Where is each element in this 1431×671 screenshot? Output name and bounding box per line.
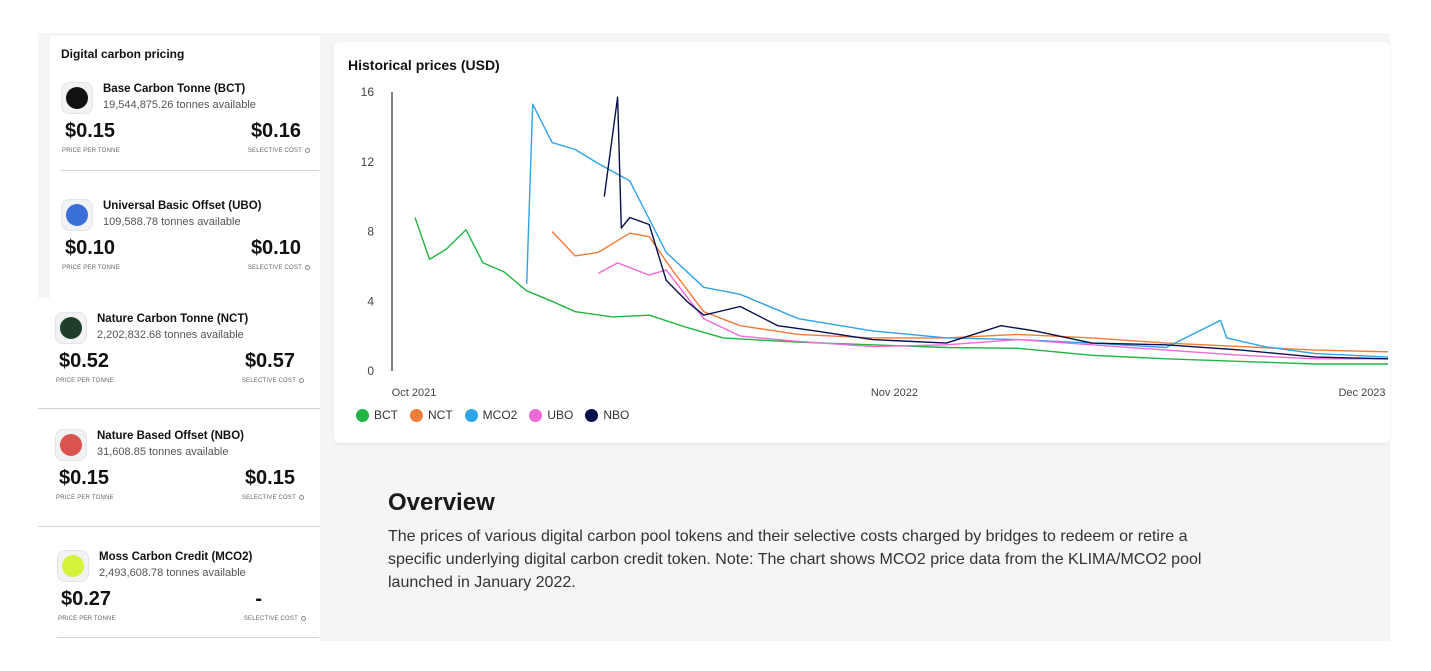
ubo-logo-icon	[61, 199, 93, 231]
info-icon[interactable]	[305, 148, 310, 153]
series-line-nbo[interactable]	[603, 96, 1389, 360]
token-name: Base Carbon Tonne (BCT)	[103, 83, 246, 95]
series-line-mco2[interactable]	[526, 103, 1389, 358]
legend-item-mco2[interactable]: MCO2	[464, 408, 518, 422]
y-tick-label: 4	[367, 294, 374, 308]
token-available: 2,202,832.68 tonnes available	[97, 329, 244, 341]
token-name: Nature Based Offset (NBO)	[97, 430, 244, 442]
legend-label: NCT	[428, 408, 453, 422]
legend-item-nbo[interactable]: NBO	[585, 408, 629, 422]
mco2-logo-icon	[57, 550, 89, 582]
legend-label: UBO	[547, 408, 574, 422]
price-per-tonne-label: PRICE PER TONNE	[62, 265, 120, 271]
series-line-ubo[interactable]	[597, 262, 1388, 360]
price-per-tonne-label: PRICE PER TONNE	[58, 616, 116, 622]
price-per-tonne-label: PRICE PER TONNE	[56, 495, 114, 501]
legend-swatch	[585, 408, 599, 422]
selective-cost: $0.10	[250, 237, 301, 259]
price-per-tonne-label: PRICE PER TONNE	[56, 378, 114, 384]
legend-label: NBO	[603, 408, 630, 422]
chart-title: Historical prices (USD)	[348, 57, 500, 73]
token-available: 2,493,608.78 tonnes available	[99, 567, 246, 579]
price-per-tonne: $0.52	[59, 350, 110, 372]
legend-item-nct[interactable]: NCT	[410, 408, 453, 422]
y-tick-label: 8	[367, 225, 374, 239]
token-name: Nature Carbon Tonne (NCT)	[97, 313, 249, 325]
selective-cost: $0.57	[244, 350, 295, 372]
bct-logo-icon	[61, 82, 93, 114]
info-icon[interactable]	[301, 616, 306, 621]
selective-cost-label: SELECTIVE COST	[248, 265, 310, 271]
selective-cost-label: SELECTIVE COST	[248, 148, 310, 154]
x-tick-label: Nov 2022	[871, 387, 918, 399]
x-tick-label: Dec 2023	[1338, 387, 1385, 399]
selective-cost: -	[255, 588, 262, 610]
legend-label: BCT	[374, 408, 398, 422]
legend-swatch	[356, 408, 369, 422]
price-per-tonne: $0.15	[59, 467, 110, 489]
selective-cost-label: SELECTIVE COST	[242, 495, 304, 501]
chart-legend: BCT NCT MCO2 UBO NBO	[356, 408, 629, 422]
divider	[38, 526, 320, 527]
selective-cost: $0.15	[244, 467, 295, 489]
price-per-tonne-label: PRICE PER TONNE	[62, 148, 120, 154]
legend-label: MCO2	[482, 408, 518, 422]
price-per-tonne: $0.15	[65, 120, 116, 142]
token-available: 31,608.85 tonnes available	[97, 446, 229, 458]
overview-title: Overview	[388, 489, 495, 516]
legend-item-ubo[interactable]: UBO	[529, 408, 573, 422]
divider	[38, 408, 320, 409]
overview-text: The prices of various digital carbon poo…	[388, 528, 1202, 591]
series-line-nct[interactable]	[551, 231, 1389, 353]
token-available: 109,588.78 tonnes available	[103, 216, 241, 228]
info-icon[interactable]	[299, 378, 304, 383]
selective-cost-label: SELECTIVE COST	[244, 616, 306, 622]
legend-swatch	[529, 408, 543, 422]
legend-swatch	[410, 408, 423, 422]
info-icon[interactable]	[299, 495, 304, 500]
series-line-bct[interactable]	[414, 217, 1388, 365]
pricing-card-bottom	[38, 298, 320, 641]
sidebar-title: Digital carbon pricing	[61, 47, 185, 61]
token-available: 19,544,875.26 tonnes available	[103, 99, 256, 111]
selective-cost: $0.16	[250, 120, 301, 142]
info-icon[interactable]	[305, 265, 310, 270]
divider	[57, 637, 319, 638]
nct-logo-icon	[55, 312, 87, 344]
token-name: Universal Basic Offset (UBO)	[103, 200, 262, 212]
nbo-logo-icon	[55, 429, 87, 461]
selective-cost-label: SELECTIVE COST	[242, 378, 304, 384]
y-tick-label: 0	[367, 364, 374, 378]
legend-swatch	[464, 408, 478, 422]
price-chart[interactable]: 0 4 8 12 16 Oct 2021 Nov 2022 Dec 2023	[334, 42, 1390, 443]
chart-card	[334, 42, 1390, 443]
y-tick-label: 12	[361, 155, 375, 169]
divider	[61, 170, 319, 171]
legend-item-bct[interactable]: BCT	[356, 408, 398, 422]
token-name: Moss Carbon Credit (MCO2)	[99, 551, 253, 563]
x-tick-label: Oct 2021	[392, 387, 437, 399]
y-tick-label: 16	[361, 85, 375, 99]
price-per-tonne: $0.27	[61, 588, 112, 610]
price-per-tonne: $0.10	[65, 237, 116, 259]
pricing-card-top	[50, 36, 320, 298]
